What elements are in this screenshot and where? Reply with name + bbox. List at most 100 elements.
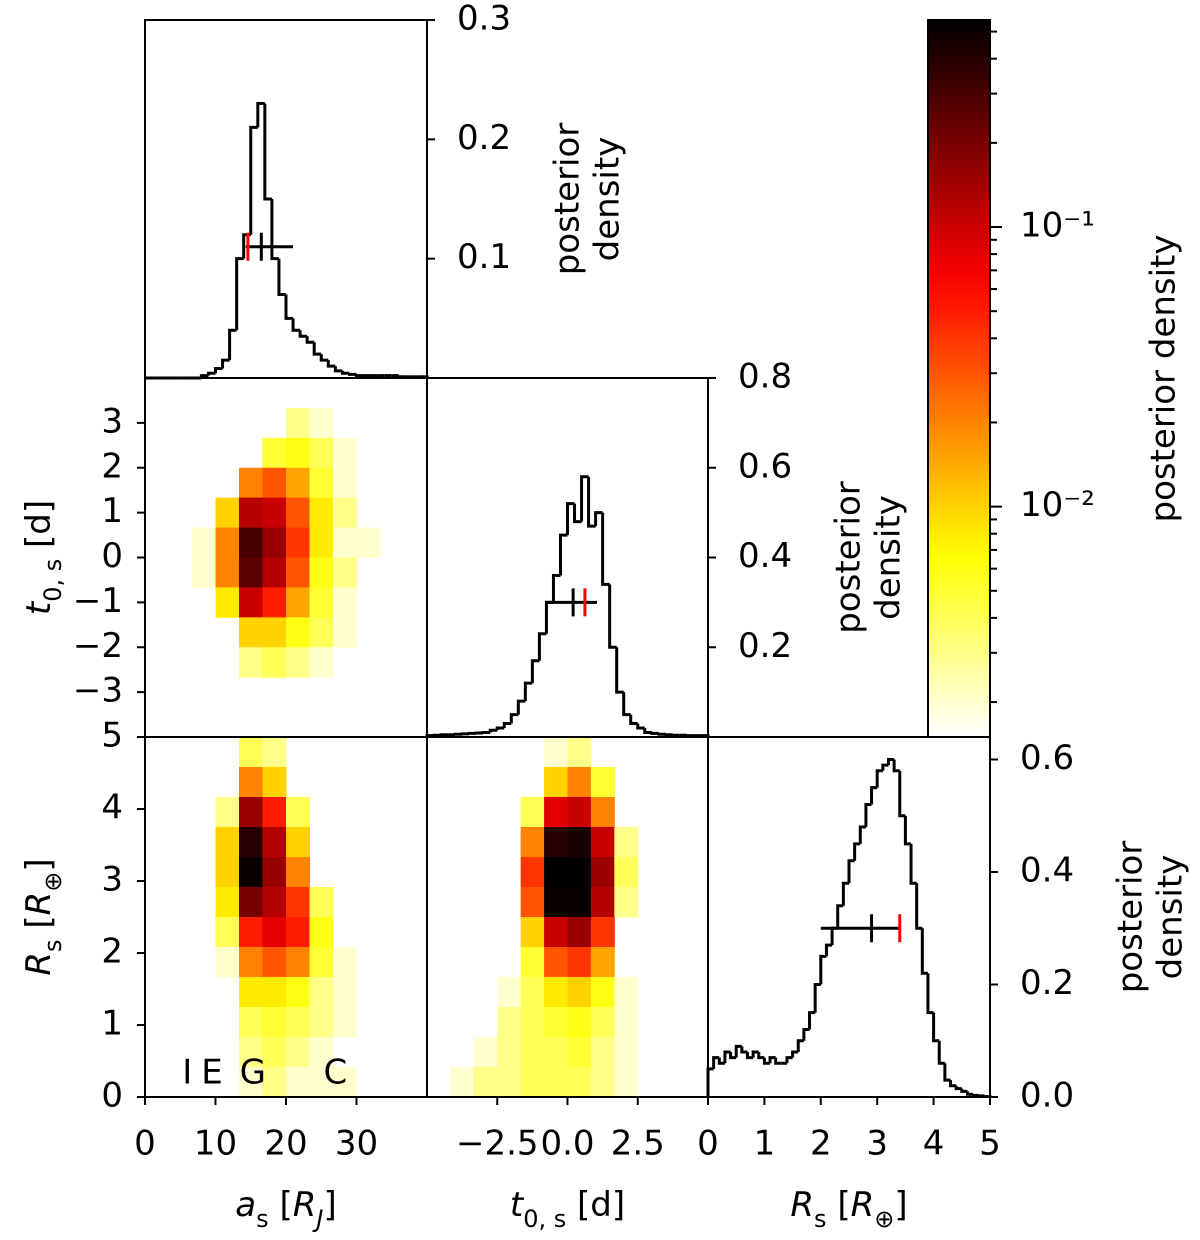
heatmap-cell: [567, 1067, 592, 1098]
histogram-step: [340, 370, 350, 375]
heatmap-cell: [215, 587, 240, 618]
histogram-step: [601, 512, 610, 586]
heatmap-cell: [473, 1037, 498, 1068]
y-axis-label: posterior: [548, 123, 588, 276]
x-tick-label: 30: [335, 1124, 378, 1164]
histogram-step: [734, 1044, 742, 1058]
histogram-step: [333, 366, 343, 373]
histogram-step: [740, 1046, 748, 1054]
label-part: 0, s: [39, 559, 67, 602]
histogram-step: [270, 199, 279, 261]
histogram-step: [903, 815, 912, 846]
heatmap-cell: [544, 887, 568, 918]
histogram-step: [982, 1094, 992, 1098]
heatmap-cell: [215, 827, 240, 858]
heatmap-cell: [544, 977, 568, 1008]
heatmap-cell: [309, 917, 334, 948]
x-axis-label: as [RJ]: [235, 1185, 336, 1234]
heatmap-cell: [262, 977, 287, 1008]
heatmap-cell: [239, 797, 263, 828]
heatmap-cell: [215, 557, 240, 588]
heatmap-cell: [215, 917, 240, 948]
heatmap-cell: [286, 947, 310, 978]
heatmap-cell: [239, 917, 263, 948]
heatmap-cell: [239, 497, 263, 529]
heatmap-cell: [309, 407, 334, 439]
histogram-step: [926, 973, 934, 1015]
y-axis-label: density: [588, 137, 628, 262]
heatmap-cell: [215, 527, 240, 558]
heatmap-cell: [567, 917, 592, 948]
heatmap-cell: [614, 1007, 639, 1038]
heatmap-cell: [286, 1037, 310, 1068]
histogram-step: [558, 533, 568, 576]
heatmap-cell: [239, 857, 263, 888]
y-tick-label: −2: [73, 626, 123, 666]
y-tick-label: 0.8: [738, 357, 792, 397]
heatmap-cell: [497, 1067, 522, 1098]
y-tick-label: 0.3: [457, 0, 511, 39]
heatmap-cell: [286, 647, 310, 678]
label-part: [: [269, 1185, 293, 1225]
heatmap-cell: [544, 737, 568, 768]
heatmap-cell: [215, 887, 240, 918]
histogram-step: [830, 926, 838, 946]
label-part: 0, s: [523, 1205, 566, 1233]
panel-frame: [144, 19, 428, 379]
heatmap-cell: [356, 527, 381, 558]
heatmap-cell: [333, 947, 357, 978]
histogram-step: [932, 1012, 940, 1043]
heatmap-cell: [544, 767, 568, 798]
histogram-step: [870, 786, 878, 805]
heatmap-cell: [262, 467, 287, 499]
histogram-step: [228, 328, 237, 361]
heatmap-cell: [333, 617, 357, 648]
panel-frame: [426, 377, 709, 738]
heatmap-cell: [520, 977, 545, 1008]
x-tick-label: 2: [810, 1124, 832, 1164]
colorbar: [928, 20, 990, 737]
histogram-step: [509, 713, 519, 724]
heatmap-cell: [309, 557, 334, 588]
heatmap-cell: [333, 977, 357, 1008]
histogram-step: [977, 1094, 985, 1098]
heatmap-cell: [262, 737, 287, 768]
heatmap-cell: [544, 1037, 568, 1068]
heatmap-cell: [239, 587, 263, 618]
label-part: [d]: [19, 500, 59, 559]
heatmap-cell: [309, 467, 334, 499]
y-axis-label: posterior: [1111, 841, 1151, 994]
heatmap-cell: [309, 527, 334, 558]
histogram-step: [284, 294, 294, 320]
heatmap-cell: [567, 737, 592, 768]
colorbar-frame: [927, 19, 991, 738]
y-axis-label: Rs [R⊕]: [19, 858, 68, 975]
label-part: s: [39, 939, 67, 952]
heatmap-cell: [590, 1037, 615, 1068]
heatmap-cell: [614, 857, 639, 888]
histogram-step: [319, 354, 329, 362]
heatmap-cell: [590, 917, 615, 948]
heatmap-cell: [239, 467, 263, 499]
histogram-step: [881, 763, 889, 771]
heatmap-cell: [520, 857, 545, 888]
heatmap-cell: [497, 977, 522, 1008]
y-tick-label: −3: [73, 671, 123, 711]
histogram-step: [920, 928, 928, 975]
heatmap-cell: [286, 407, 310, 439]
heatmap-cell: [333, 1067, 357, 1098]
heatmap-cell: [544, 827, 568, 858]
label-part: J: [312, 1205, 323, 1233]
histogram-step: [573, 503, 582, 524]
label-part: [d]: [566, 1185, 625, 1225]
y-tick-label: 2: [101, 932, 123, 972]
histogram-step: [537, 632, 547, 661]
heatmap-cell: [520, 917, 545, 948]
heatmap-cell: [544, 947, 568, 978]
heatmap-cell: [239, 827, 263, 858]
panel-frame: [707, 736, 991, 1098]
histogram-step: [937, 1040, 945, 1065]
histogram-step: [808, 1011, 816, 1030]
histogram-step: [516, 699, 526, 715]
y-tick-label: 0.6: [1020, 738, 1074, 778]
